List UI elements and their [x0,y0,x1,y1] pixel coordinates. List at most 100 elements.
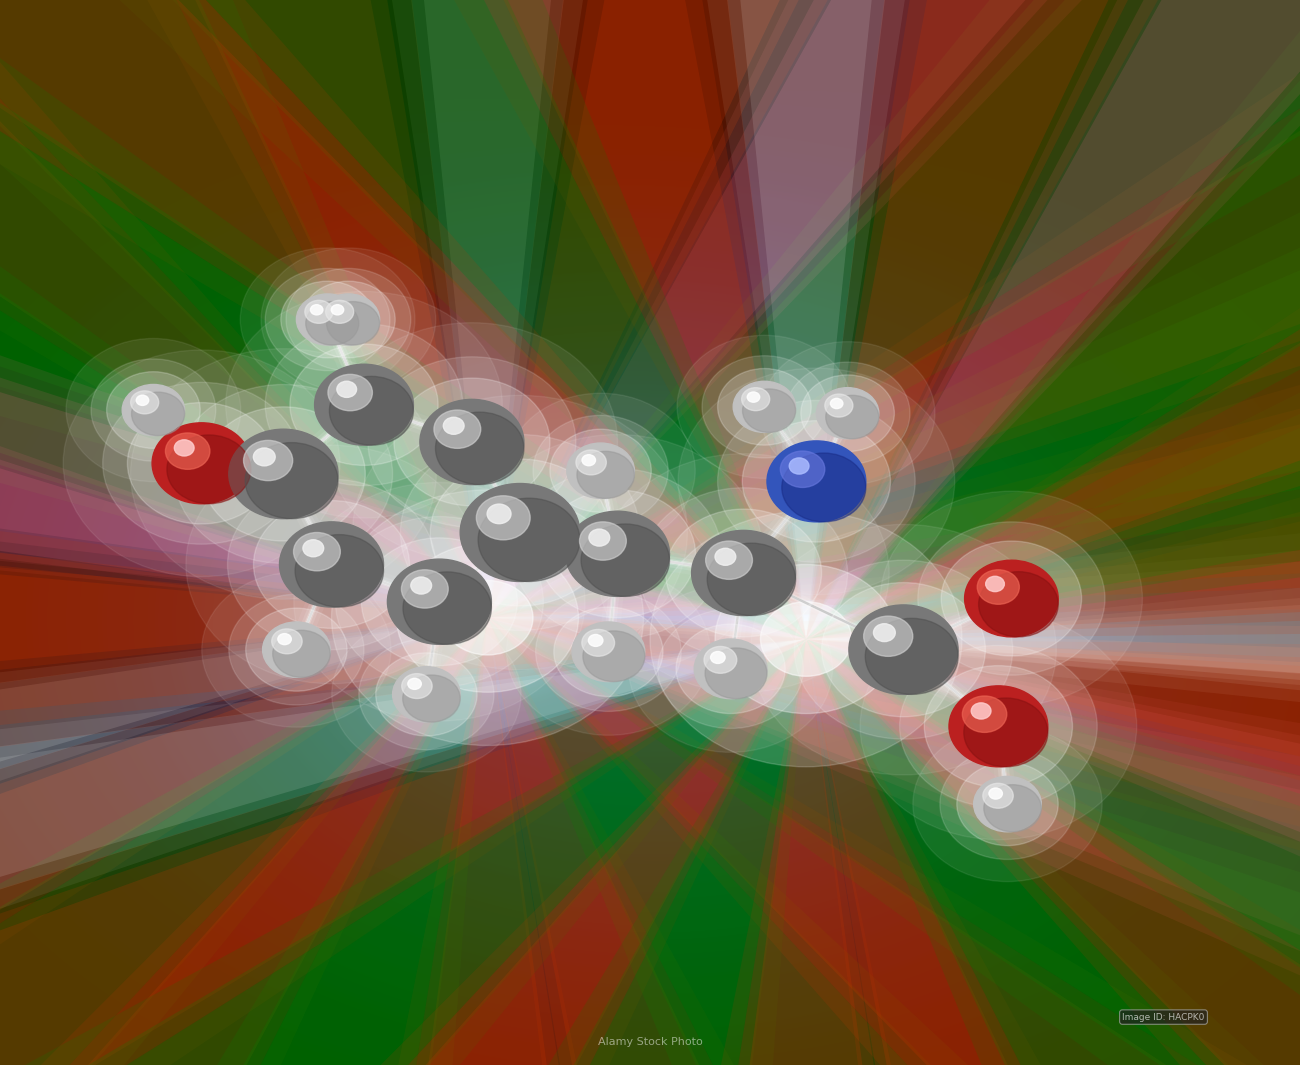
Circle shape [747,392,759,403]
Polygon shape [488,618,1300,1065]
Circle shape [567,443,634,498]
Circle shape [400,435,640,630]
Polygon shape [0,0,488,618]
Circle shape [767,441,866,522]
Circle shape [436,412,524,485]
Polygon shape [169,639,806,1065]
Circle shape [962,697,1006,733]
Polygon shape [488,510,1300,725]
Circle shape [550,429,651,512]
Circle shape [66,339,240,481]
Polygon shape [488,235,1300,618]
Circle shape [658,609,803,728]
Circle shape [742,389,796,432]
Polygon shape [242,0,806,639]
Polygon shape [806,282,1300,639]
Polygon shape [0,618,488,1065]
Circle shape [582,455,595,465]
Circle shape [443,417,464,435]
Circle shape [785,362,910,464]
Polygon shape [488,0,1300,618]
Polygon shape [0,502,806,776]
Polygon shape [0,0,806,639]
Circle shape [64,350,339,576]
Polygon shape [0,639,806,1065]
Circle shape [326,323,618,561]
Circle shape [265,324,463,486]
Circle shape [983,784,1013,808]
Circle shape [666,509,822,637]
Circle shape [640,488,848,658]
Polygon shape [0,618,488,1065]
Circle shape [311,305,322,315]
Circle shape [202,572,391,727]
Polygon shape [488,618,1083,1065]
Polygon shape [488,0,1300,618]
Circle shape [402,570,448,608]
Circle shape [411,577,432,594]
Circle shape [705,648,767,699]
Polygon shape [488,618,1300,1065]
Circle shape [434,410,481,448]
Circle shape [286,268,411,371]
Polygon shape [488,618,1300,1065]
Circle shape [582,629,615,656]
Circle shape [576,449,606,475]
Circle shape [240,248,415,391]
Circle shape [676,624,785,714]
Circle shape [861,613,1136,839]
Polygon shape [0,639,806,1065]
Circle shape [849,605,958,694]
Circle shape [303,540,324,557]
Polygon shape [806,257,1300,639]
Polygon shape [0,0,806,639]
Circle shape [707,543,796,616]
Circle shape [826,395,879,439]
Polygon shape [806,48,1300,639]
Polygon shape [0,639,806,1065]
Polygon shape [208,639,806,1065]
Circle shape [332,617,521,772]
Circle shape [963,698,1048,767]
Polygon shape [488,0,1083,618]
Polygon shape [0,639,806,1065]
Polygon shape [488,0,1300,618]
Circle shape [337,381,356,397]
Polygon shape [806,639,1300,996]
Polygon shape [0,0,488,618]
Circle shape [202,407,365,541]
Polygon shape [806,639,1300,1065]
Text: Image ID: HACPK0: Image ID: HACPK0 [1122,1013,1205,1021]
Polygon shape [488,618,1300,1065]
Polygon shape [0,618,488,1065]
Polygon shape [0,618,488,1051]
Circle shape [589,635,603,646]
Circle shape [403,572,491,644]
Circle shape [985,576,1005,592]
Polygon shape [806,0,1300,639]
Circle shape [403,675,460,722]
Circle shape [918,522,1105,675]
Polygon shape [0,618,488,1065]
Polygon shape [0,618,488,1065]
Circle shape [302,281,395,358]
Circle shape [393,667,460,722]
Polygon shape [0,113,488,618]
Circle shape [290,344,438,465]
Polygon shape [488,618,1128,1065]
Polygon shape [0,639,806,1065]
Polygon shape [0,639,806,1065]
Polygon shape [0,618,488,1065]
Circle shape [254,448,276,465]
Circle shape [780,452,824,488]
Polygon shape [488,618,1300,1065]
Circle shape [949,686,1048,767]
Polygon shape [488,489,1300,747]
Circle shape [127,403,276,524]
Circle shape [265,268,390,371]
Polygon shape [0,639,806,1065]
Polygon shape [806,639,1300,1065]
Polygon shape [0,618,488,1065]
Polygon shape [488,618,1300,974]
Circle shape [174,384,393,563]
